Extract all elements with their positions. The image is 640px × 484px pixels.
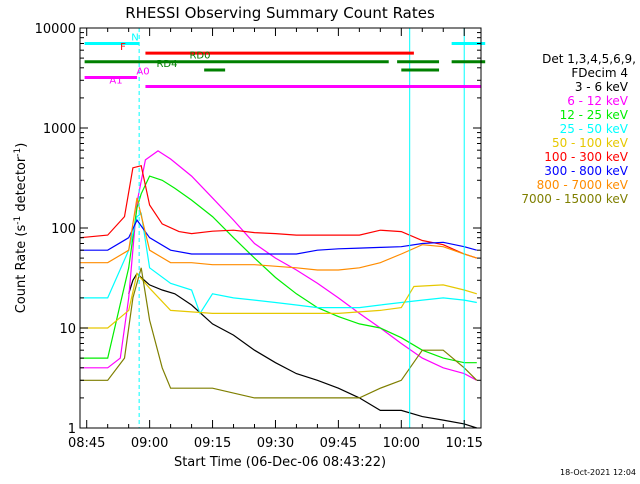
- x-tick-label-4: 09:45: [320, 436, 357, 451]
- chart-title: RHESSI Observing Summary Count Rates: [125, 4, 435, 22]
- legend-entry-8: 7000 - 15000 keV: [521, 192, 628, 206]
- x-tick-label-2: 09:15: [194, 436, 231, 451]
- series-line-2: [80, 175, 477, 364]
- legend-entry-3: 25 - 50 keV: [560, 122, 629, 136]
- flag-label-1: F: [120, 42, 126, 53]
- legend-entry-0: 3 - 6 keV: [575, 80, 629, 94]
- x-axis-label: Start Time (06-Dec-06 08:43:22): [174, 455, 386, 470]
- series-line-0: [128, 272, 477, 429]
- plot-area: NF RD0 RD4 A0 A1: [79, 28, 486, 429]
- y-label-mid: detector: [14, 156, 29, 216]
- x-tick-label-5: 10:00: [383, 436, 420, 451]
- x-axis: 08:45 09:00 09:15 09:30 09:45 10:00 10:15: [68, 28, 483, 451]
- flag-label-0: N: [131, 32, 138, 43]
- flag-label-5: A1: [109, 76, 122, 87]
- y-label-sup1: -1: [13, 216, 23, 225]
- x-tick-label-3: 09:30: [257, 436, 294, 451]
- legend-entry-7: 800 - 7000 keV: [537, 178, 629, 192]
- flag-label-4: A0: [136, 66, 149, 77]
- y-tick-label-2: 100: [51, 222, 76, 237]
- y-label-main: Count Rate (s: [14, 225, 29, 314]
- y-tick-label-3: 1000: [43, 122, 76, 137]
- series-line-3: [80, 212, 477, 315]
- flag-label-3: RD4: [156, 59, 177, 70]
- legend-entry-2: 12 - 25 keV: [560, 108, 629, 122]
- generated-timestamp: 18-Oct-2021 12:04: [560, 468, 636, 477]
- y-axis: 1 10 100 1000 10000: [35, 22, 481, 437]
- series-line-6: [80, 218, 477, 255]
- x-tick-label-0: 08:45: [68, 436, 105, 451]
- legend-entry-4: 50 - 100 keV: [552, 136, 629, 150]
- y-tick-label-1: 10: [59, 322, 76, 337]
- y-tick-label-0: 1: [68, 422, 76, 437]
- y-axis-label: Count Rate (s-1 detector-1): [13, 143, 29, 314]
- y-label-sup2: -1: [13, 148, 23, 157]
- series-line-8: [80, 267, 478, 399]
- x-tick-label-1: 09:00: [131, 436, 168, 451]
- legend-header-2: FDecim 4: [571, 66, 628, 80]
- legend-header-1: Det 1,3,4,5,6,9,: [542, 52, 636, 66]
- series-line-4: [80, 272, 477, 329]
- series-line-1: [80, 150, 478, 381]
- flag-label-2: RD0: [189, 51, 210, 62]
- x-tick-label-6: 10:15: [445, 436, 482, 451]
- y-tick-label-4: 10000: [35, 22, 76, 37]
- y-label-end: ): [14, 143, 29, 148]
- legend-entry-1: 6 - 12 keV: [567, 94, 629, 108]
- series-line-5: [80, 164, 477, 259]
- legend-entry-5: 100 - 300 keV: [544, 150, 628, 164]
- legend-entry-6: 300 - 800 keV: [544, 164, 628, 178]
- series-line-7: [80, 197, 477, 271]
